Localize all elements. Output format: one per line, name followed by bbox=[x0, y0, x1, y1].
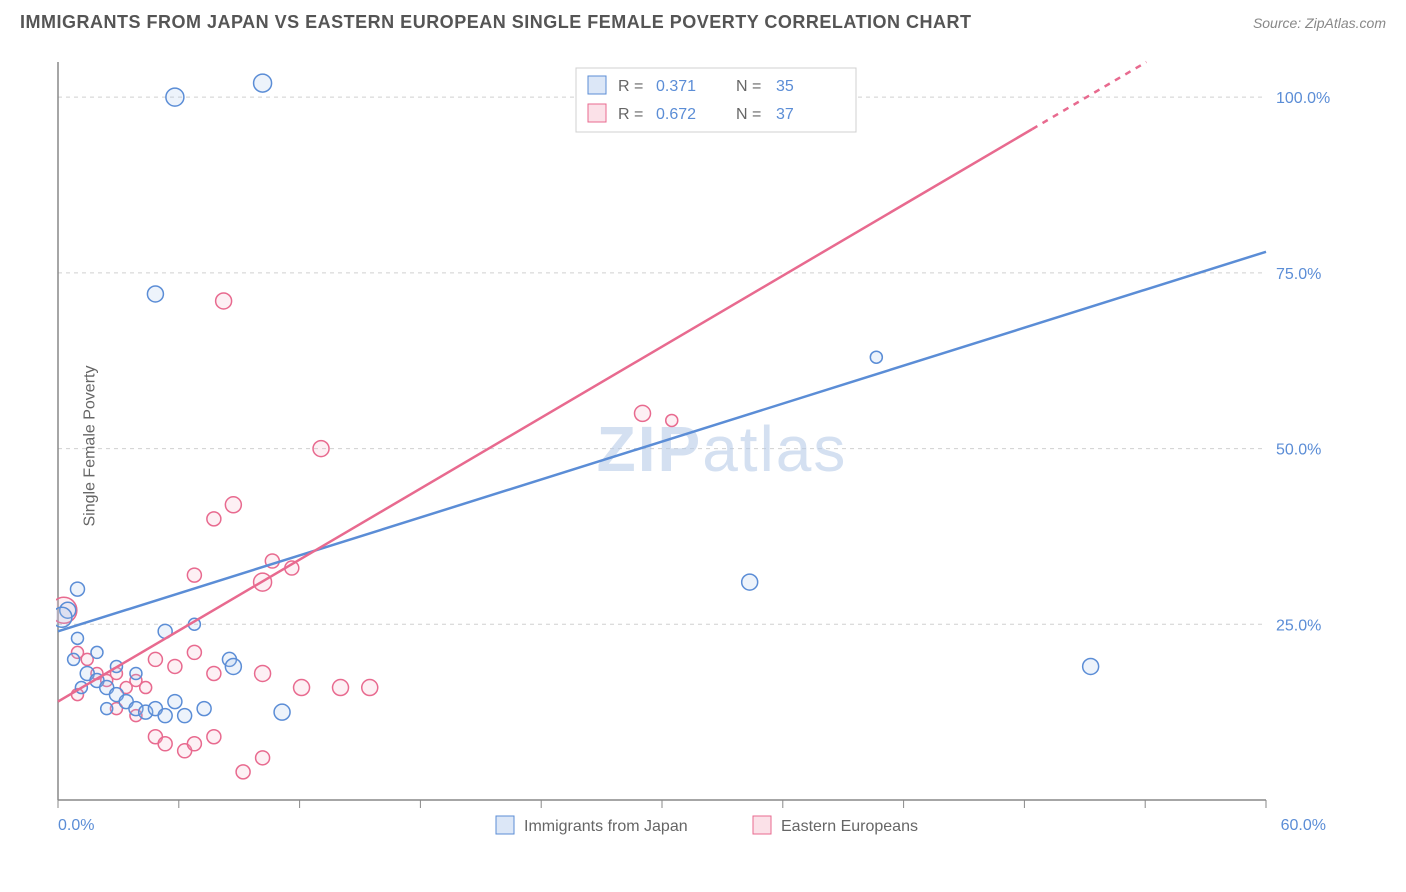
legend-swatch bbox=[753, 816, 771, 834]
data-point bbox=[294, 680, 310, 696]
data-point bbox=[207, 666, 221, 680]
data-point bbox=[1083, 658, 1099, 674]
data-point bbox=[274, 704, 290, 720]
data-point bbox=[254, 74, 272, 92]
trend-line bbox=[58, 129, 1032, 701]
data-point bbox=[207, 512, 221, 526]
data-point bbox=[236, 765, 250, 779]
data-point bbox=[130, 667, 142, 679]
data-point bbox=[70, 582, 84, 596]
data-point bbox=[56, 607, 72, 627]
data-point bbox=[225, 497, 241, 513]
data-point bbox=[148, 652, 162, 666]
legend-r-label: R = bbox=[618, 78, 643, 95]
x-tick-label: 0.0% bbox=[58, 817, 94, 834]
data-point bbox=[313, 441, 329, 457]
legend-swatch bbox=[588, 76, 606, 94]
y-tick-label: 75.0% bbox=[1276, 266, 1321, 283]
y-tick-label: 25.0% bbox=[1276, 617, 1321, 634]
legend-swatch bbox=[496, 816, 514, 834]
data-point bbox=[187, 568, 201, 582]
data-point bbox=[187, 737, 201, 751]
data-point bbox=[255, 665, 271, 681]
data-point bbox=[742, 574, 758, 590]
data-point bbox=[168, 659, 182, 673]
data-point bbox=[333, 680, 349, 696]
source-attribution: Source: ZipAtlas.com bbox=[1253, 15, 1386, 31]
scatter-plot: 25.0%50.0%75.0%100.0%0.0%60.0%ZIPatlasR … bbox=[56, 60, 1336, 840]
legend-n-value: 37 bbox=[776, 106, 794, 123]
chart-area: 25.0%50.0%75.0%100.0%0.0%60.0%ZIPatlasR … bbox=[56, 60, 1336, 840]
data-point bbox=[68, 653, 80, 665]
y-tick-label: 50.0% bbox=[1276, 442, 1321, 459]
data-point bbox=[225, 658, 241, 674]
data-point bbox=[101, 703, 113, 715]
data-point bbox=[158, 709, 172, 723]
data-point bbox=[71, 632, 83, 644]
data-point bbox=[147, 286, 163, 302]
data-point bbox=[207, 730, 221, 744]
x-tick-label: 60.0% bbox=[1281, 817, 1326, 834]
legend-n-label: N = bbox=[736, 78, 761, 95]
y-tick-label: 100.0% bbox=[1276, 90, 1330, 107]
data-point bbox=[870, 351, 882, 363]
data-point bbox=[197, 702, 211, 716]
data-point bbox=[166, 88, 184, 106]
data-point bbox=[362, 680, 378, 696]
legend-n-label: N = bbox=[736, 106, 761, 123]
data-point bbox=[666, 414, 678, 426]
legend-r-value: 0.371 bbox=[656, 78, 696, 95]
chart-title: IMMIGRANTS FROM JAPAN VS EASTERN EUROPEA… bbox=[20, 12, 972, 33]
legend-n-value: 35 bbox=[776, 78, 794, 95]
data-point bbox=[158, 737, 172, 751]
data-point bbox=[256, 751, 270, 765]
legend-swatch bbox=[588, 104, 606, 122]
data-point bbox=[168, 695, 182, 709]
trend-line-extrapolated bbox=[1032, 62, 1146, 129]
trend-line bbox=[58, 252, 1266, 632]
data-point bbox=[91, 646, 103, 658]
legend-r-value: 0.672 bbox=[656, 106, 696, 123]
legend-r-label: R = bbox=[618, 106, 643, 123]
legend-series-label: Immigrants from Japan bbox=[524, 818, 688, 835]
data-point bbox=[178, 709, 192, 723]
data-point bbox=[216, 293, 232, 309]
data-point bbox=[635, 405, 651, 421]
legend-series-label: Eastern Europeans bbox=[781, 818, 918, 835]
data-point bbox=[140, 682, 152, 694]
data-point bbox=[187, 645, 201, 659]
